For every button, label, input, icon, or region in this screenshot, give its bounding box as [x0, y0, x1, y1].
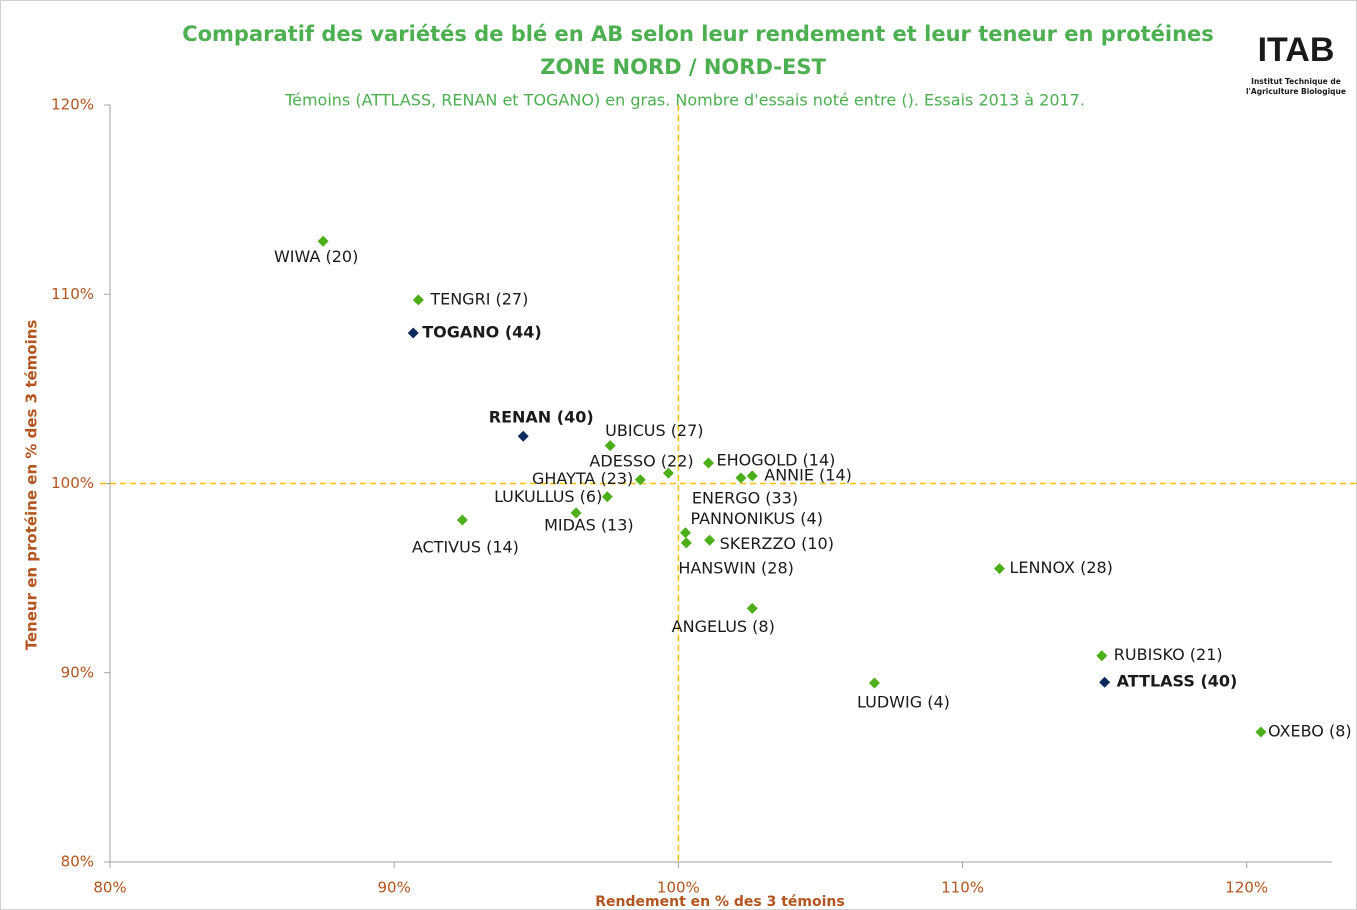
point-label: RUBISKO (21) [1114, 645, 1223, 664]
point [704, 534, 716, 546]
y-tick-label: 80% [61, 853, 94, 871]
point-label: PANNONIKUS (4) [690, 509, 822, 528]
y-tick-label: 120% [51, 96, 94, 114]
point-label: ANGELUS (8) [672, 617, 775, 636]
point [679, 527, 691, 539]
point [317, 235, 329, 247]
logo-line: l'Agriculture Biologique [1246, 87, 1346, 96]
x-tick-label: 80% [93, 879, 126, 897]
point-label: TOGANO (44) [422, 323, 541, 342]
point [662, 467, 674, 479]
x-tick-label: 90% [378, 879, 411, 897]
x-tick-label: 120% [1225, 879, 1268, 897]
point [735, 472, 747, 484]
point [604, 440, 616, 452]
x-tick-label: 100% [657, 879, 700, 897]
point-label: OXEBO (8) [1268, 721, 1352, 740]
x-axis-label: Rendement en % des 3 témoins [595, 894, 844, 910]
y-axis-label: Teneur en protéine en % des 3 témoins [23, 320, 41, 651]
point-label: ENERGO (33) [692, 488, 798, 507]
y-tick-label: 110% [51, 285, 94, 303]
point [868, 677, 880, 689]
point-label: ADESSO (22) [589, 452, 693, 471]
point-label: LUKULLUS (6) [494, 487, 602, 506]
point-label: RENAN (40) [489, 408, 594, 427]
point-label: ACTIVUS (14) [412, 538, 519, 557]
y-tick-label: 100% [51, 474, 94, 492]
point-label: EHOGOLD (14) [716, 451, 835, 470]
point [570, 507, 582, 519]
point [1096, 650, 1108, 662]
chart-subtitle: ZONE NORD / NORD-EST [540, 55, 826, 79]
point [994, 563, 1006, 575]
point [407, 327, 419, 339]
chart-title: Comparatif des variétés de blé en AB sel… [182, 22, 1214, 46]
point-label: GHAYTA (23) [532, 469, 633, 488]
y-tick-label: 90% [61, 663, 94, 681]
point [517, 430, 529, 442]
point [702, 457, 714, 469]
point-label: SKERZZO (10) [720, 534, 834, 553]
point-label: ANNIE (14) [764, 465, 852, 484]
point [456, 514, 468, 526]
point-label: LENNOX (28) [1010, 558, 1113, 577]
point [412, 294, 424, 306]
logo-name: ITAB [1258, 31, 1335, 69]
point-label: TENGRI (27) [429, 289, 528, 308]
x-tick-label: 110% [941, 879, 984, 897]
point-label: ATTLASS (40) [1117, 672, 1238, 691]
chart-note: Témoins (ATTLASS, RENAN et TOGANO) en gr… [284, 91, 1085, 110]
point-label: WIWA (20) [274, 247, 358, 266]
point [746, 602, 758, 614]
point [746, 470, 758, 482]
point-label: MIDAS (13) [544, 515, 634, 534]
logo-line: Institut Technique de [1251, 77, 1341, 86]
point-label: LUDWIG (4) [857, 692, 950, 711]
point [601, 491, 613, 503]
point [634, 474, 646, 486]
point-label: UBICUS (27) [605, 421, 703, 440]
point [1255, 726, 1267, 738]
point [680, 537, 692, 549]
point [1099, 676, 1111, 688]
point-label: HANSWIN (28) [678, 558, 794, 577]
